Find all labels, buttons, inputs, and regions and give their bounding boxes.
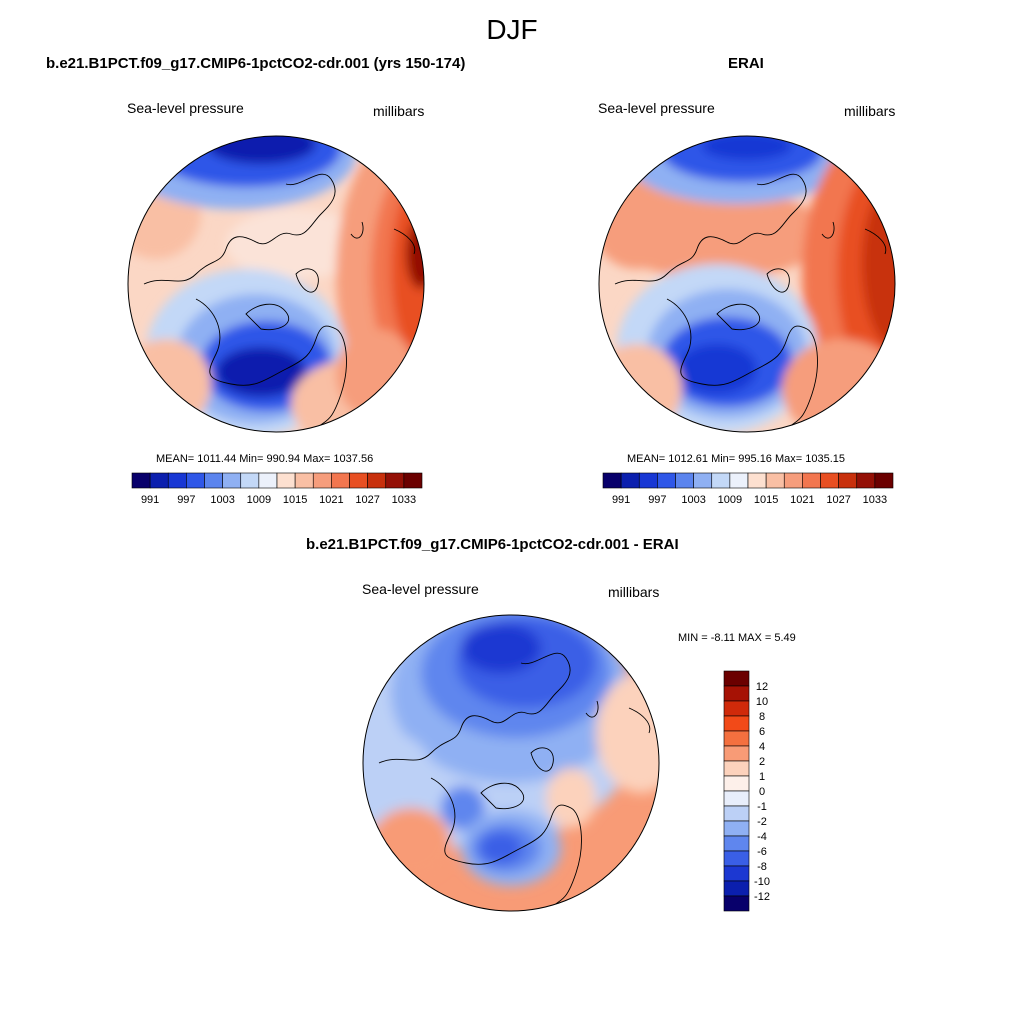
colorbar-tick-label: 8	[759, 711, 765, 723]
colorbar-tick-label: -2	[757, 816, 767, 828]
colorbar-tick-label: 12	[756, 681, 768, 693]
colorbar-tick-label: 1	[759, 771, 765, 783]
panel1-title: b.e21.B1PCT.f09_g17.CMIP6-1pctCO2-cdr.00…	[46, 55, 466, 72]
panel3-units-label: millibars	[608, 584, 660, 600]
colorbar-swatch	[723, 745, 750, 762]
colorbar-swatch	[331, 472, 350, 489]
colorbar-tick-label: 1003	[210, 494, 234, 506]
panel1-model-slp-map	[127, 135, 425, 433]
colorbar-swatch	[276, 472, 296, 489]
colorbar-swatch	[723, 835, 750, 852]
colorbar-swatch	[349, 472, 368, 489]
colorbar-swatch	[723, 790, 750, 807]
panel1-stats: MEAN= 1011.44 Min= 990.94 Max= 1037.56	[156, 453, 374, 465]
colorbar-tick-label: 997	[177, 494, 195, 506]
colorbar-tick-label: -8	[757, 861, 767, 873]
colorbar-tick-label: -1	[757, 801, 767, 813]
colorbar-swatch	[131, 472, 151, 489]
colorbar-tick-label: 1015	[283, 494, 307, 506]
panel3-stats: MIN = -8.11 MAX = 5.49	[678, 632, 796, 644]
colorbar-swatch	[723, 715, 750, 732]
colorbar-swatch	[167, 472, 187, 489]
colorbar-swatch	[765, 472, 785, 489]
colorbar-tick-label: 0	[759, 786, 765, 798]
panel2-colorbar: 991 997 1003 1009 1015 1021 1027 1033	[602, 472, 894, 506]
colorbar-swatch	[723, 895, 750, 912]
colorbar-tick-label: 6	[759, 726, 765, 738]
colorbar-swatch	[385, 472, 405, 489]
colorbar-swatch	[820, 472, 839, 489]
colorbar-tick-label: 1033	[863, 494, 887, 506]
colorbar-tick-label: 1003	[681, 494, 705, 506]
panel3-variable-label: Sea-level pressure	[362, 581, 479, 597]
colorbar-swatch	[638, 472, 658, 489]
panel2-erai-slp-map	[598, 135, 896, 433]
panel2-units-label: millibars	[844, 103, 896, 119]
panel1-variable-label: Sea-level pressure	[127, 100, 244, 116]
colorbar-swatch	[723, 685, 750, 702]
colorbar-swatch	[602, 472, 622, 489]
colorbar-swatch	[747, 472, 767, 489]
colorbar-tick-label: 991	[141, 494, 159, 506]
colorbar-swatch	[723, 805, 750, 822]
colorbar-tick-label: 1009	[718, 494, 742, 506]
colorbar-swatch	[403, 472, 423, 489]
colorbar-swatch	[723, 775, 750, 792]
colorbar-swatch	[729, 472, 749, 489]
colorbar-tick-label: 1021	[319, 494, 343, 506]
colorbar-tick-label: 1015	[754, 494, 778, 506]
colorbar-tick-label: 991	[612, 494, 630, 506]
colorbar-swatch	[856, 472, 876, 489]
colorbar-tick-label: 1021	[790, 494, 814, 506]
colorbar-swatch	[186, 472, 205, 489]
colorbar-tick-label: 10	[756, 696, 768, 708]
colorbar-tick-label: 4	[759, 741, 765, 753]
panel1-units-label: millibars	[373, 103, 425, 119]
colorbar-swatch	[149, 472, 169, 489]
panel1-colorbar: 991 997 1003 1009 1015 1021 1027 1033	[131, 472, 423, 506]
colorbar-swatch	[620, 472, 640, 489]
colorbar-swatch	[723, 820, 750, 837]
colorbar-swatch	[723, 700, 750, 717]
colorbar-swatch	[723, 760, 750, 777]
colorbar-swatch	[711, 472, 731, 489]
colorbar-tick-label: -10	[754, 876, 770, 888]
colorbar-tick-label: -4	[757, 831, 767, 843]
colorbar-tick-label: 2	[759, 756, 765, 768]
colorbar-swatch	[723, 865, 750, 882]
colorbar-swatch	[367, 472, 387, 489]
colorbar-swatch	[675, 472, 694, 489]
colorbar-swatch	[312, 472, 332, 489]
panel2-stats: MEAN= 1012.61 Min= 995.16 Max= 1035.15	[627, 453, 846, 465]
colorbar-tick-label: -12	[754, 891, 770, 903]
colorbar-swatch	[240, 472, 260, 489]
figure-title: DJF	[486, 14, 538, 45]
panel3-title: b.e21.B1PCT.f09_g17.CMIP6-1pctCO2-cdr.00…	[306, 536, 679, 553]
colorbar-swatch	[204, 472, 223, 489]
colorbar-tick-label: 1009	[247, 494, 271, 506]
colorbar-tick-label: 1027	[826, 494, 850, 506]
colorbar-swatch	[723, 670, 750, 687]
colorbar-swatch	[723, 880, 750, 897]
colorbar-tick-label: 1027	[355, 494, 379, 506]
colorbar-swatch	[723, 850, 750, 867]
colorbar-swatch	[838, 472, 858, 489]
colorbar-swatch	[783, 472, 803, 489]
colorbar-tick-label: 997	[648, 494, 666, 506]
colorbar-swatch	[294, 472, 314, 489]
colorbar-swatch	[258, 472, 278, 489]
colorbar-tick-label: -6	[757, 846, 767, 858]
panel2-title: ERAI	[728, 55, 764, 72]
colorbar-swatch	[657, 472, 676, 489]
colorbar-swatch	[723, 730, 750, 747]
colorbar-swatch	[222, 472, 242, 489]
colorbar-swatch	[874, 472, 894, 489]
colorbar-tick-label: 1033	[392, 494, 416, 506]
panel3-difference-map	[362, 614, 660, 912]
panel2-variable-label: Sea-level pressure	[598, 100, 715, 116]
colorbar-swatch	[693, 472, 713, 489]
colorbar-swatch	[802, 472, 821, 489]
